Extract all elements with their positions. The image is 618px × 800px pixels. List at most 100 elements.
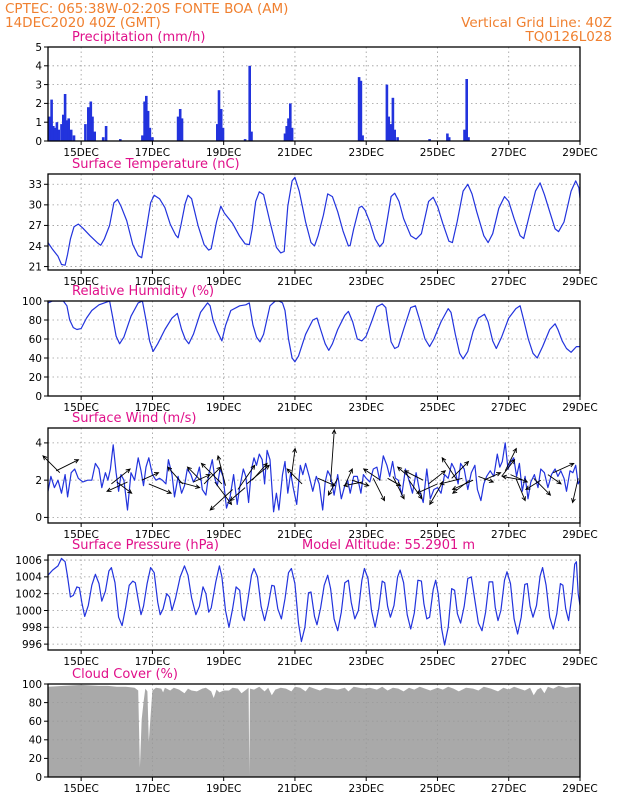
header-station: CPTEC: 065:38W-02:20S FONTE BOA (AM) [5,1,288,17]
precipitation-bar [62,114,65,141]
wind-vector-arrow [362,468,381,481]
wind-vector-arrow [111,468,131,485]
temperature-y-tick-label: 30 [29,200,42,212]
pressure-x-tick-label: 25DEC [420,656,455,668]
temperature-x-tick-label: 21DEC [277,276,312,288]
precipitation-y-tick-label: 0 [35,136,42,148]
precipitation-x-tick-label: 27DEC [491,147,526,159]
precipitation-x-tick-label: 15DEC [63,147,98,159]
cloud-cover-y-tick-label: 60 [29,716,42,728]
wind-x-tick-label: 23DEC [348,529,383,541]
wind-vector-arrow [403,470,424,481]
precipitation-bar [389,124,393,141]
precipitation-bar [63,94,67,141]
wind-vector-arrow [55,459,80,472]
temperature-y-tick-label: 21 [29,261,42,273]
humidity-x-tick-label: 23DEC [348,402,383,414]
temperature-y-tick-label: 24 [29,241,43,253]
model-altitude-label: Model Altitude: 55.2901 m [302,538,475,553]
precipitation-bar [463,129,466,141]
wind-vector-arrow [209,489,233,511]
precipitation-x-tick-label: 29DEC [562,147,597,159]
wind-panel: 0 2 4 15DEC 17DEC 19DEC 21DEC 23DEC 25DEC 27DEC 29… [35,411,597,541]
temperature-x-tick-label: 19DEC [206,276,241,288]
precipitation-bar [143,101,146,141]
precipitation-bar [361,135,364,141]
cloud-cover-x-tick-label: 23DEC [348,783,383,795]
precipitation-bar [465,79,468,141]
wind-vector-arrow [553,462,575,474]
wind-x-tick-label: 17DEC [135,529,170,541]
precipitation-bar [84,124,87,141]
precipitation-bar [180,118,184,141]
pressure-y-tick-label: 1002 [15,588,42,600]
precipitation-bar [72,135,76,141]
wind-vector-arrow [167,466,184,485]
pressure-x-tick-label: 17DEC [135,656,170,668]
precipitation-bar [216,124,219,141]
wind-vector-arrow [547,474,562,485]
pressure-y-tick-label: 1006 [15,555,42,567]
wind-vector-arrow [286,468,303,485]
precipitation-bar [357,77,361,141]
temperature-y-tick-label: 27 [29,220,42,232]
precipitation-x-tick-label: 25DEC [420,147,455,159]
precipitation-bar [48,116,52,141]
precipitation-bar [178,109,182,141]
wind-vector-arrow [416,483,438,494]
wind-vector-arrow [330,428,337,483]
precipitation-bar [428,139,431,141]
precipitation-bar [148,127,152,141]
humidity-x-tick-label: 27DEC [491,402,526,414]
precipitation-bar [391,97,395,141]
cloud-cover-y-tick-label: 40 [29,735,42,747]
precipitation-bar [359,80,363,141]
precipitation-bar [176,116,180,141]
humidity-x-tick-label: 15DEC [63,402,98,414]
cloud-cover-x-tick-label: 29DEC [562,783,597,795]
precipitation-y-tick-label: 2 [35,98,42,110]
wind-vector-arrow [501,458,516,477]
cloud-cover-x-tick-label: 19DEC [206,783,241,795]
precipitation-bar [283,133,287,141]
wind-x-tick-label: 15DEC [63,529,98,541]
wind-vector-arrow [501,474,524,481]
wind-vector-arrow [290,447,297,477]
temperature-panel: 21 24 27 30 33 15DEC 17DEC 19DEC 21DEC 23DEC 25DEC… [29,157,598,288]
humidity-x-tick-label: 19DEC [206,402,241,414]
precipitation-bar [87,107,90,141]
precipitation-title: Precipitation (mm/h) [72,30,205,45]
temperature-title: Surface Temperature (nC) [72,157,240,172]
wind-vector-arrow [106,481,128,492]
humidity-y-tick-label: 100 [22,296,42,308]
cloud-cover-y-tick-label: 100 [22,679,42,691]
precipitation-y-tick-label: 4 [35,61,42,73]
wind-vector-arrow [251,462,268,481]
wind-vector-arrow [483,472,502,481]
precipitation-bar [287,118,290,141]
cloud-cover-x-tick-label: 27DEC [491,783,526,795]
wind-vector-arrow [515,478,526,502]
pressure-x-tick-label: 27DEC [491,656,526,668]
wind-vector-arrow [439,477,463,486]
pressure-x-tick-label: 15DEC [63,656,98,668]
precipitation-bar [50,99,53,141]
wind-x-tick-label: 21DEC [277,529,312,541]
wind-x-tick-label: 25DEC [420,529,455,541]
wind-vector-arrow [344,468,353,486]
precipitation-bar [146,110,150,141]
precipitation-bar [145,95,148,141]
wind-vector-arrow [193,473,212,483]
temperature-x-tick-label: 15DEC [63,276,98,288]
temperature-x-tick-label: 17DEC [135,276,170,288]
wind-vector-arrow [408,479,423,500]
pressure-y-tick-label: 998 [22,622,42,634]
precipitation-bar [285,126,288,141]
precipitation-bar [446,133,449,141]
wind-vector-arrow [510,474,529,483]
temperature-x-tick-label: 23DEC [348,276,383,288]
precipitation-bar [52,126,55,141]
precipitation-bar [55,122,59,141]
precipitation-panel: 0 1 2 3 4 5 15DEC 17DEC 19DEC 21DEC 23DEC 25DEC 27DE… [35,30,597,159]
